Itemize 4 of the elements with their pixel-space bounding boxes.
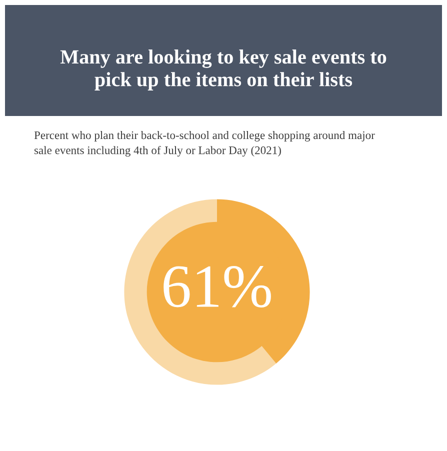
text: 61% <box>164 266 271 308</box>
donut-slice <box>124 199 276 385</box>
chart-title: Many are looking to key sale events to pick up the items on their lists <box>60 50 386 90</box>
chart-subtitle: Percent who plan their back-to-school and college shopping around major sale events including 4th of July or Labor Day (2021) <box>34 131 375 157</box>
